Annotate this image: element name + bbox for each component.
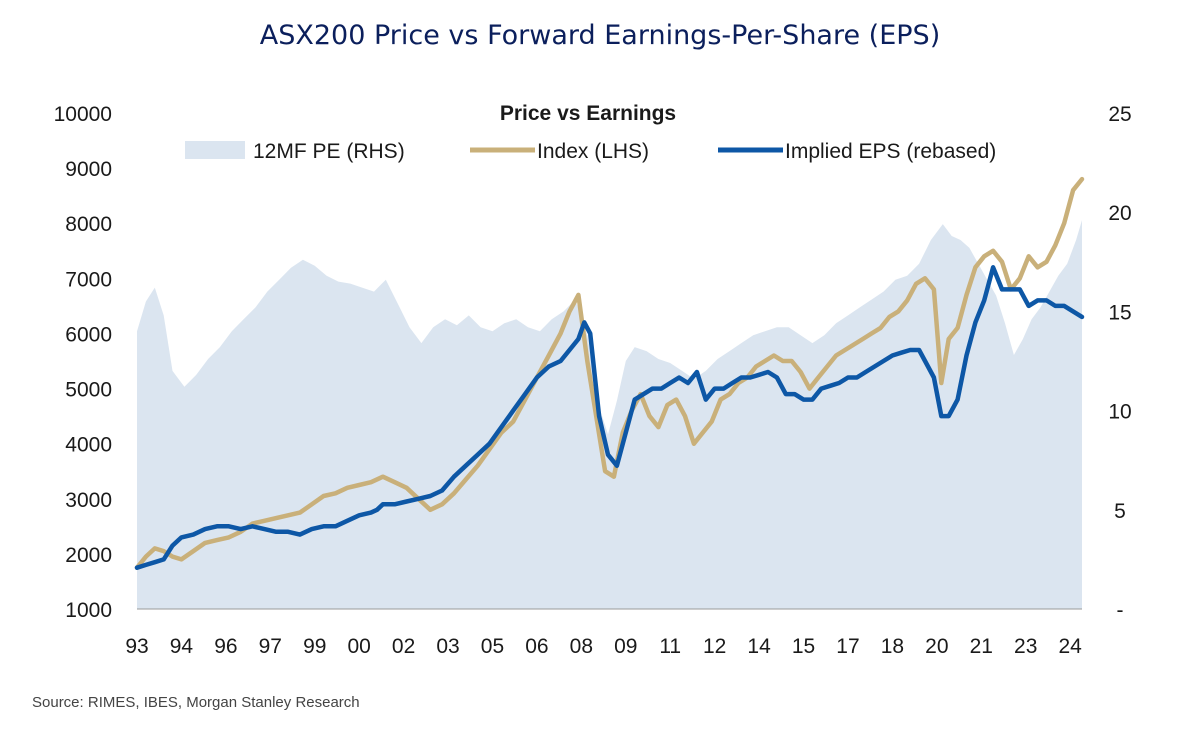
x-axis-tick-label: 15 (792, 635, 815, 658)
x-axis-tick-label: 97 (259, 635, 282, 658)
right-axis-tick-label: 10 (1108, 401, 1131, 424)
legend-swatch-pe (185, 141, 245, 159)
x-axis-tick-label: 24 (1058, 635, 1082, 658)
left-axis-tick-label: 1000 (65, 599, 112, 622)
chart-title: Price vs Earnings (500, 102, 676, 125)
right-axis-tick-label: - (1117, 599, 1124, 622)
right-axis: - 5 10 15 20 25 (1108, 103, 1131, 622)
legend-label-index: Index (LHS) (537, 140, 649, 163)
index-line (134, 176, 1085, 570)
x-axis-tick-label: 11 (659, 635, 681, 658)
x-axis-tick-label: 96 (214, 635, 237, 658)
legend: 12MF PE (RHS) Index (LHS) Implied EPS (r… (185, 140, 996, 163)
x-axis-tick-label: 93 (125, 635, 148, 658)
source-note: Source: RIMES, IBES, Morgan Stanley Rese… (32, 694, 360, 711)
x-axis-tick-label: 23 (1014, 635, 1037, 658)
left-axis-tick-label: 9000 (65, 158, 112, 181)
right-axis-tick-label: 15 (1108, 301, 1131, 324)
right-axis-tick-label: 5 (1114, 500, 1126, 523)
left-axis-tick-label: 4000 (65, 434, 112, 457)
left-axis-tick-label: 8000 (65, 213, 112, 236)
x-axis-tick-label: 94 (170, 635, 194, 658)
eps-line-layer (134, 265, 1085, 570)
x-axis-tick-label: 05 (481, 635, 504, 658)
x-axis-tick-label: 06 (525, 635, 548, 658)
left-axis-tick-label: 5000 (65, 379, 112, 402)
x-axis-tick-label: 18 (881, 635, 904, 658)
legend-label-eps: Implied EPS (rebased) (785, 140, 996, 163)
x-axis-tick-label: 02 (392, 635, 415, 658)
legend-label-pe: 12MF PE (RHS) (253, 140, 405, 163)
left-axis-tick-label: 3000 (65, 489, 112, 512)
right-axis-tick-label: 25 (1108, 103, 1131, 126)
index-line-layer (134, 176, 1085, 570)
x-axis-tick-label: 09 (614, 635, 637, 658)
eps-line (134, 265, 1085, 570)
left-axis-tick-label: 6000 (65, 323, 112, 346)
x-axis-tick-label: 99 (303, 635, 326, 658)
x-axis-tick-label: 17 (836, 635, 859, 658)
x-axis-tick-label: 08 (570, 635, 593, 658)
x-axis-tick-label: 14 (747, 635, 771, 658)
left-axis: 1000 2000 3000 4000 5000 6000 7000 8000 9000 1000… (54, 103, 112, 622)
x-axis-tick-label: 20 (925, 635, 948, 658)
left-axis-tick-label: 2000 (65, 544, 112, 567)
left-axis-tick-label: 7000 (65, 268, 112, 291)
x-axis-tick-label: 03 (436, 635, 459, 658)
x-axis-tick-label: 21 (970, 635, 993, 658)
page-title: ASX200 Price vs Forward Earnings-Per-Sha… (259, 20, 941, 51)
right-axis-tick-label: 20 (1108, 202, 1131, 225)
x-axis-tick-label: 00 (347, 635, 370, 658)
x-axis-tick-label: 12 (703, 635, 726, 658)
left-axis-tick-label: 10000 (54, 103, 112, 126)
x-axis: 93 94 96 97 99 00 02 03 05 06 08 09 11 12 14 15 17 18 20 21… (125, 635, 1082, 658)
